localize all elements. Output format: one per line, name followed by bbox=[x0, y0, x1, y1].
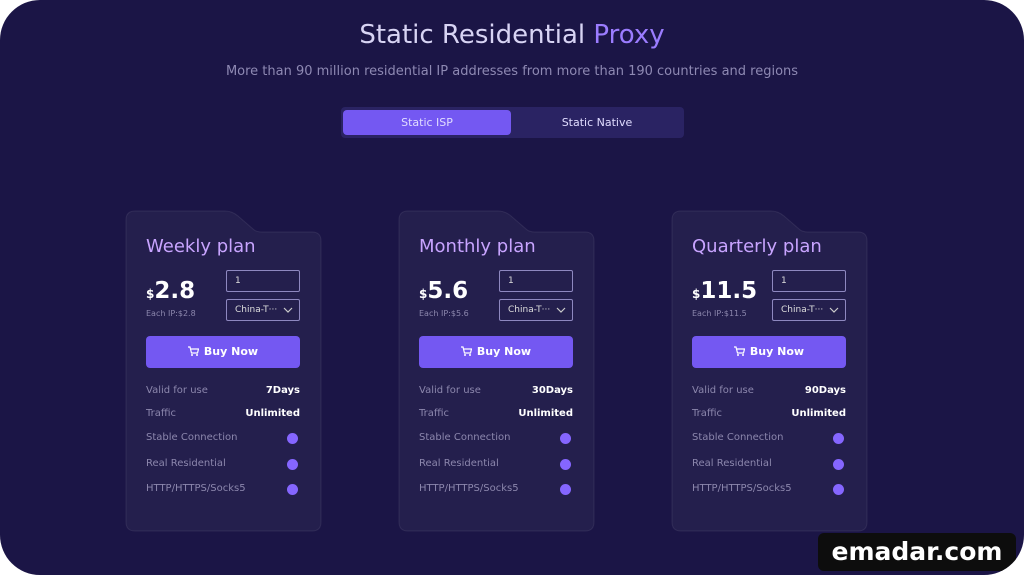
region-select[interactable]: China-T··· bbox=[499, 299, 573, 321]
feature-label: HTTP/HTTPS/Socks5 bbox=[146, 483, 246, 494]
button-label: Buy Now bbox=[476, 345, 532, 358]
currency: $ bbox=[146, 287, 155, 301]
region-select[interactable]: China-T··· bbox=[772, 299, 846, 321]
buy-button[interactable]: Buy Now bbox=[419, 336, 573, 368]
feature-label: Traffic bbox=[146, 408, 177, 419]
button-label: Buy Now bbox=[749, 345, 805, 358]
plan-name: Weekly plan bbox=[146, 236, 256, 257]
feature-row: Stable Connection bbox=[146, 432, 300, 446]
watermark: emadar.com bbox=[818, 533, 1016, 571]
feature-row: Traffic Unlimited bbox=[692, 408, 846, 422]
price-value: 11.5 bbox=[700, 278, 758, 304]
currency: $ bbox=[419, 287, 428, 301]
price: $5.6 bbox=[419, 278, 468, 304]
each-ip-price: Each IP:$5.6 bbox=[419, 309, 469, 318]
feature-check bbox=[560, 484, 571, 495]
feature-row: HTTP/HTTPS/Socks5 bbox=[419, 483, 573, 497]
feature-row: Real Residential bbox=[692, 458, 846, 472]
quantity-value: 1 bbox=[508, 276, 514, 286]
feature-check bbox=[560, 459, 571, 470]
feature-row: Valid for use 90Days bbox=[692, 385, 846, 399]
title-main: Static Residential bbox=[359, 20, 586, 50]
region-value: China-T··· bbox=[235, 305, 278, 315]
each-ip-price: Each IP:$2.8 bbox=[146, 309, 196, 318]
subtitle: More than 90 million residential IP addr… bbox=[225, 64, 799, 79]
feature-check bbox=[287, 459, 298, 470]
feature-value: 90Days bbox=[804, 385, 846, 396]
feature-check bbox=[833, 433, 844, 444]
quantity-input[interactable]: 1 bbox=[226, 270, 300, 292]
feature-label: Valid for use bbox=[692, 385, 754, 396]
buy-button[interactable]: Buy Now bbox=[146, 336, 300, 368]
feature-row: Stable Connection bbox=[692, 432, 846, 446]
feature-row: HTTP/HTTPS/Socks5 bbox=[146, 483, 300, 497]
plan-name: Monthly plan bbox=[419, 236, 536, 257]
feature-row: HTTP/HTTPS/Socks5 bbox=[692, 483, 846, 497]
each-ip-price: Each IP:$11.5 bbox=[692, 309, 747, 318]
feature-label: HTTP/HTTPS/Socks5 bbox=[419, 483, 519, 494]
title: Static Residential Proxy bbox=[0, 20, 1024, 50]
region-select[interactable]: China-T··· bbox=[226, 299, 300, 321]
plan-name: Quarterly plan bbox=[692, 236, 822, 257]
quantity-value: 1 bbox=[781, 276, 787, 286]
tab[interactable]: Static Native bbox=[561, 116, 633, 129]
plan-card: Weekly plan $2.8 Each IP:$2.8 1 China-T··· Bu… bbox=[125, 210, 322, 532]
quantity-value: 1 bbox=[235, 276, 241, 286]
feature-label: Stable Connection bbox=[419, 432, 511, 443]
feature-value: Unlimited bbox=[245, 408, 300, 419]
feature-label: Real Residential bbox=[146, 458, 226, 469]
feature-label: Traffic bbox=[419, 408, 450, 419]
feature-row: Stable Connection bbox=[419, 432, 573, 446]
quantity-input[interactable]: 1 bbox=[772, 270, 846, 292]
feature-row: Real Residential bbox=[146, 458, 300, 472]
cart-icon bbox=[187, 346, 200, 356]
price: $11.5 bbox=[692, 278, 757, 304]
feature-label: Stable Connection bbox=[146, 432, 238, 443]
feature-label: HTTP/HTTPS/Socks5 bbox=[692, 483, 792, 494]
price-value: 5.6 bbox=[427, 278, 469, 304]
plan-card: Quarterly plan $11.5 Each IP:$11.5 1 China-T… bbox=[671, 210, 868, 532]
region-value: China-T··· bbox=[508, 305, 551, 315]
feature-label: Real Residential bbox=[419, 458, 499, 469]
button-label: Buy Now bbox=[203, 345, 259, 358]
quantity-input[interactable]: 1 bbox=[499, 270, 573, 292]
price-value: 2.8 bbox=[154, 278, 196, 304]
title-accent: Proxy bbox=[593, 20, 665, 50]
plan-card: Monthly plan $5.6 Each IP:$5.6 1 China-T··· B… bbox=[398, 210, 595, 532]
region-value: China-T··· bbox=[781, 305, 824, 315]
feature-row: Traffic Unlimited bbox=[419, 408, 573, 422]
feature-label: Stable Connection bbox=[692, 432, 784, 443]
feature-value: Unlimited bbox=[518, 408, 573, 419]
feature-check bbox=[287, 433, 298, 444]
feature-row: Traffic Unlimited bbox=[146, 408, 300, 422]
feature-label: Valid for use bbox=[146, 385, 208, 396]
price: $2.8 bbox=[146, 278, 195, 304]
feature-value: 30Days bbox=[531, 385, 573, 396]
cart-icon bbox=[733, 346, 746, 356]
feature-check bbox=[560, 433, 571, 444]
feature-value: 7Days bbox=[265, 385, 300, 396]
feature-label: Traffic bbox=[692, 408, 723, 419]
feature-label: Real Residential bbox=[692, 458, 772, 469]
feature-check bbox=[833, 484, 844, 495]
cart-icon bbox=[460, 346, 473, 356]
chevron bbox=[283, 307, 293, 313]
feature-label: Valid for use bbox=[419, 385, 481, 396]
currency: $ bbox=[692, 287, 701, 301]
chevron bbox=[556, 307, 566, 313]
feature-row: Valid for use 7Days bbox=[146, 385, 300, 399]
feature-check bbox=[287, 484, 298, 495]
chevron bbox=[829, 307, 839, 313]
tab-active[interactable]: Static ISP bbox=[343, 110, 511, 135]
feature-check bbox=[833, 459, 844, 470]
feature-row: Valid for use 30Days bbox=[419, 385, 573, 399]
feature-row: Real Residential bbox=[419, 458, 573, 472]
tab-bar: Static ISP Static Native bbox=[341, 107, 684, 138]
feature-value: Unlimited bbox=[791, 408, 846, 419]
buy-button[interactable]: Buy Now bbox=[692, 336, 846, 368]
